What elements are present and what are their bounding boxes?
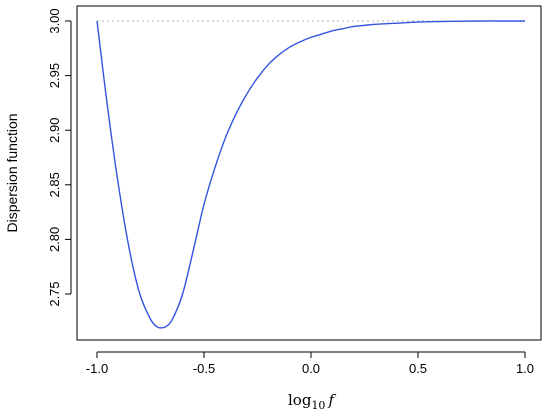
x-axis-title: log10 f bbox=[288, 391, 336, 412]
x-tick-label: 1.0 bbox=[516, 361, 534, 376]
y-tick-label: 2.90 bbox=[47, 118, 62, 143]
x-tick-label: -1.0 bbox=[86, 361, 108, 376]
y-tick-label: 2.80 bbox=[47, 227, 62, 252]
series-line-0 bbox=[96, 20, 525, 329]
x-tick-label: -0.5 bbox=[193, 361, 215, 376]
x-tick-label: 0.5 bbox=[409, 361, 427, 376]
y-tick-label: 3.00 bbox=[47, 8, 62, 33]
x-axis-title-subscript: 10 bbox=[311, 399, 325, 412]
x-axis-title-variable: f bbox=[327, 391, 336, 409]
y-axis: 2.75 2.80 2.85 2.90 2.95 3.00 bbox=[47, 8, 72, 307]
y-axis-title: Dispersion function bbox=[4, 113, 20, 232]
x-axis: -1.0 -0.5 0.0 0.5 1.0 bbox=[86, 351, 534, 376]
x-axis-title-base: log bbox=[288, 391, 312, 409]
y-tick-label: 2.85 bbox=[47, 172, 62, 197]
y-tick-label: 2.95 bbox=[47, 63, 62, 88]
plot-frame bbox=[76, 5, 542, 341]
y-tick-label: 2.75 bbox=[47, 281, 62, 306]
x-tick-label: 0.0 bbox=[302, 361, 320, 376]
plot-area bbox=[96, 20, 525, 329]
